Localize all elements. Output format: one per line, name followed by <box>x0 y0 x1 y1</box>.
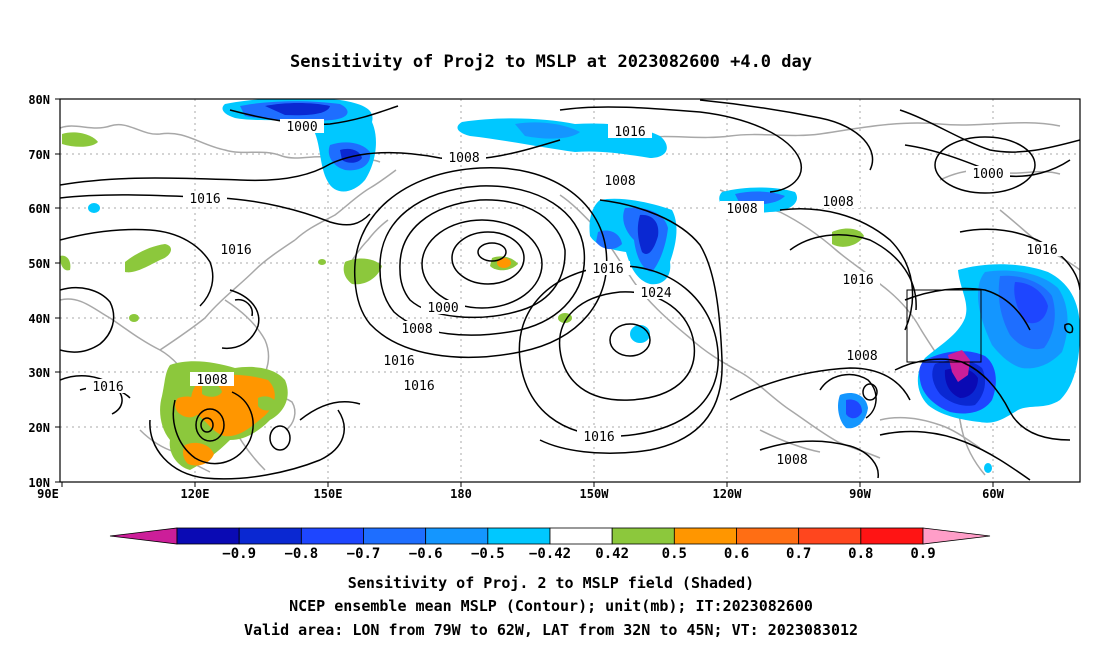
colorbar-tick-label: 0.8 <box>848 546 873 562</box>
colorbar-swatch <box>673 527 737 545</box>
axis-tick-marks <box>55 98 994 487</box>
contour-labels: 1000 1008 1016 1008 1008 1016 1000 1016 … <box>86 119 1064 468</box>
lat-tick-label: 20N <box>28 421 50 435</box>
colorbar-tick-label: −0.5 <box>471 546 505 562</box>
longitude-labels: 90E 120E 150E 180 150W 120W 90W 60W <box>37 487 1004 501</box>
colorbar-swatch <box>922 527 991 545</box>
colorbar-swatch <box>736 527 800 545</box>
colorbar-swatch <box>549 527 613 545</box>
contour-label: 1016 <box>220 243 251 258</box>
contour-label: 1008 <box>604 174 635 189</box>
colorbar-tick-label: −0.6 <box>409 546 443 562</box>
colorbar: −0.9 −0.8 −0.7 −0.6 −0.5 −0.42 0.42 0.5 0.6 0.7 0.… <box>109 527 991 562</box>
colorbar-swatch <box>363 527 427 545</box>
colorbar-swatch <box>300 527 364 545</box>
colorbar-tick-label: −0.42 <box>529 546 571 562</box>
contour-label: 1008 <box>822 195 853 210</box>
contour-label: 1016 <box>583 430 614 445</box>
contour-label: 1016 <box>592 262 623 277</box>
valid-area-box <box>906 289 982 363</box>
contour-label: 1016 <box>842 273 873 288</box>
lat-tick-label: 50N <box>28 257 50 271</box>
contour-label: 1008 <box>846 349 877 364</box>
colorbar-swatch <box>860 527 924 545</box>
lat-tick-label: 70N <box>28 148 50 162</box>
colorbar-tick-label: 0.42 <box>595 546 629 562</box>
colorbar-tick-label: 0.6 <box>724 546 749 562</box>
lat-tick-label: 10N <box>28 476 50 490</box>
contour-label: 1000 <box>427 301 458 316</box>
contour-label: 1000 <box>972 167 1003 182</box>
colorbar-swatch <box>798 527 862 545</box>
contour-label: 1008 <box>726 202 757 217</box>
contour-label: 1016 <box>614 125 645 140</box>
map-panel <box>60 99 1080 482</box>
lon-tick-label: 90E <box>37 487 59 501</box>
colorbar-tick-label: −0.7 <box>347 546 381 562</box>
lon-tick-label: 60W <box>982 487 1004 501</box>
lat-tick-label: 60N <box>28 202 50 216</box>
caption-line-1: Sensitivity of Proj. 2 to MSLP field (Sh… <box>348 574 754 592</box>
lon-tick-label: 150W <box>580 487 610 501</box>
colorbar-tick-label: 0.9 <box>910 546 935 562</box>
contour-label: 1016 <box>92 380 123 395</box>
contour-label: 1016 <box>1026 243 1057 258</box>
lon-tick-label: 180 <box>450 487 472 501</box>
mslp-contours <box>60 99 1080 481</box>
lon-tick-label: 90W <box>849 487 871 501</box>
colorbar-swatch <box>238 527 302 545</box>
contour-label: 1016 <box>403 379 434 394</box>
caption-line-2: NCEP ensemble mean MSLP (Contour); unit(… <box>289 597 813 615</box>
colorbar-swatch <box>109 527 178 545</box>
contour-label: 1008 <box>196 373 227 388</box>
contour-label: 1008 <box>401 322 432 337</box>
contour-label: 1024 <box>640 286 671 301</box>
colorbar-swatch <box>176 527 240 545</box>
colorbar-tick-label: 0.5 <box>662 546 687 562</box>
figure-title: Sensitivity of Proj2 to MSLP at 20230826… <box>290 52 812 72</box>
lon-tick-label: 120W <box>713 487 743 501</box>
contour-label: 1016 <box>383 354 414 369</box>
map-frame <box>59 98 1081 483</box>
contour-label: 1000 <box>286 120 317 135</box>
contour-label: 1008 <box>448 151 479 166</box>
colorbar-tick-label: −0.8 <box>284 546 318 562</box>
caption-line-3: Valid area: LON from 79W to 62W, LAT fro… <box>244 621 858 639</box>
lat-tick-label: 80N <box>28 93 50 107</box>
latitude-labels: 80N 70N 60N 50N 40N 30N 20N 10N <box>28 93 50 490</box>
colorbar-swatch <box>425 527 489 545</box>
lat-tick-label: 40N <box>28 312 50 326</box>
colorbar-swatch <box>611 527 675 545</box>
lon-tick-label: 120E <box>181 487 210 501</box>
colorbar-tick-label: −0.9 <box>222 546 256 562</box>
colorbar-tick-label: 0.7 <box>786 546 811 562</box>
contour-label: 1016 <box>189 192 220 207</box>
colorbar-swatch <box>487 527 551 545</box>
lon-tick-label: 150E <box>314 487 343 501</box>
contour-label: 1008 <box>776 453 807 468</box>
lat-tick-label: 30N <box>28 366 50 380</box>
